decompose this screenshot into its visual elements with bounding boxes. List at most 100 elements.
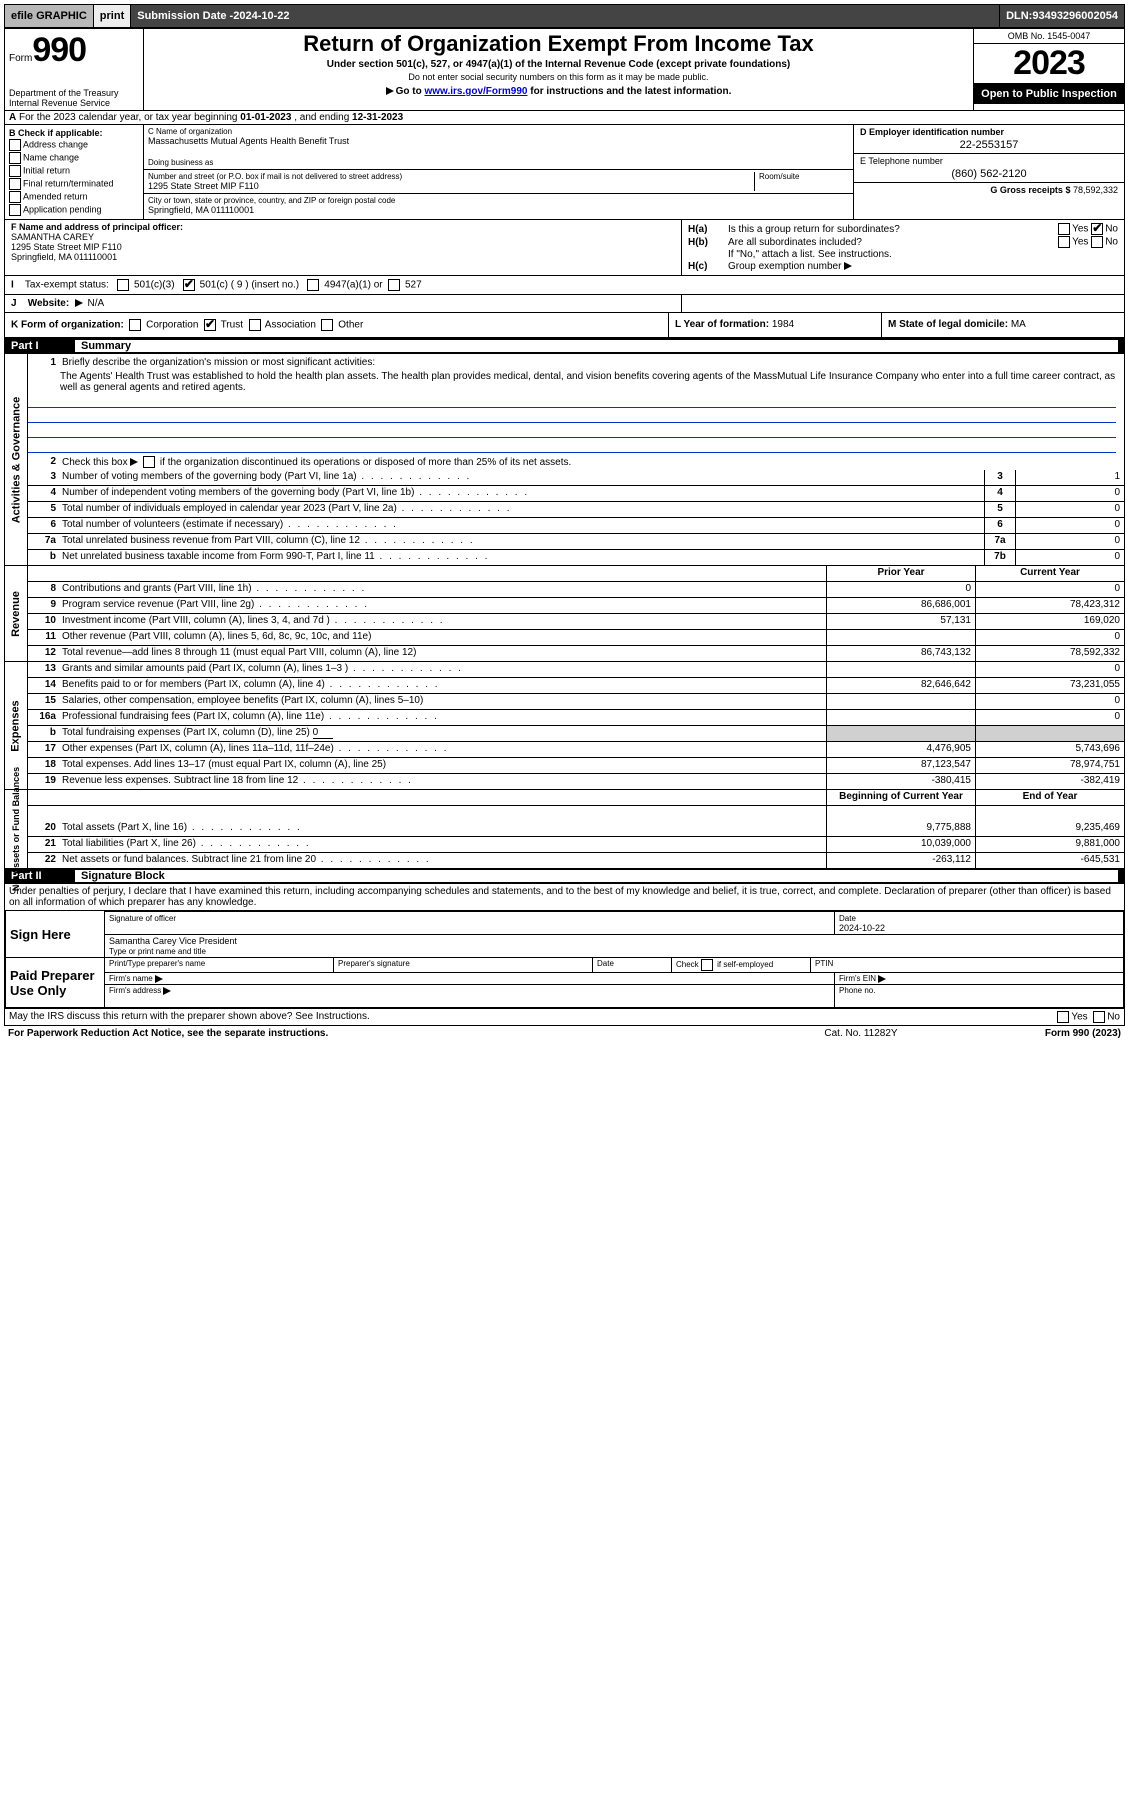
cb-501c3[interactable] xyxy=(117,279,129,291)
hc-label: H(c) xyxy=(688,261,728,272)
discuss-yn[interactable]: Yes No xyxy=(920,1011,1120,1023)
form-subtitle-2: Do not enter social security numbers on … xyxy=(150,72,967,82)
efile-label: efile GRAPHIC xyxy=(5,5,94,27)
cb-assoc[interactable] xyxy=(249,319,261,331)
mission-underline xyxy=(28,395,1116,408)
cb-4947[interactable] xyxy=(307,279,319,291)
hb-text: Are all subordinates included? xyxy=(728,237,1058,248)
arrow-icon xyxy=(163,987,171,995)
ha-no[interactable]: No xyxy=(1091,223,1118,235)
cb-501c[interactable] xyxy=(183,279,195,291)
header-middle: Return of Organization Exempt From Incom… xyxy=(144,29,973,110)
form-org-label: K Form of organization: xyxy=(11,320,124,331)
print-button[interactable]: print xyxy=(94,5,131,27)
cb-name-change[interactable]: Name change xyxy=(9,152,139,164)
line-9: Program service revenue (Part VIII, line… xyxy=(60,598,826,613)
hc-text: Group exemption number xyxy=(728,261,1118,272)
hb-note: If "No," attach a list. See instructions… xyxy=(688,249,1118,260)
submission-date: Submission Date - 2024-10-22 xyxy=(131,5,1000,27)
col-f-officer: F Name and address of principal officer:… xyxy=(5,220,681,275)
line-5: Total number of individuals employed in … xyxy=(60,502,984,517)
section-net-assets: Net Assets or Fund Balances Beginning of… xyxy=(5,790,1124,868)
cb-final-return[interactable]: Final return/terminated xyxy=(9,178,139,190)
hb-no[interactable]: No xyxy=(1091,236,1118,248)
prep-sig-label: Preparer's signature xyxy=(334,958,593,972)
mission-text: The Agents' Health Trust was established… xyxy=(28,371,1116,393)
line-4: Number of independent voting members of … xyxy=(60,486,984,501)
irs-link[interactable]: www.irs.gov/Form990 xyxy=(424,86,527,97)
phone-label: Phone no. xyxy=(835,985,1123,1007)
val-6: 0 xyxy=(1015,518,1124,533)
cb-other[interactable] xyxy=(321,319,333,331)
hb-label: H(b) xyxy=(688,237,728,248)
cb-trust[interactable] xyxy=(204,319,216,331)
line-15: Salaries, other compensation, employee b… xyxy=(60,694,826,709)
form-header: Form990 Department of the Treasury Inter… xyxy=(5,29,1124,111)
line-14: Benefits paid to or for members (Part IX… xyxy=(60,678,826,693)
city-state-zip: Springfield, MA 011110001 xyxy=(148,205,849,215)
line-22: Net assets or fund balances. Subtract li… xyxy=(60,853,826,868)
line-3: Number of voting members of the governin… xyxy=(60,470,984,485)
val-4: 0 xyxy=(1015,486,1124,501)
block-fh: F Name and address of principal officer:… xyxy=(5,220,1124,276)
line-21: Total liabilities (Part X, line 26) xyxy=(60,837,826,852)
form-word: Form xyxy=(9,53,32,64)
section-revenue: Revenue Prior YearCurrent Year 8Contribu… xyxy=(5,566,1124,662)
row-j-website: J Website: N/A xyxy=(5,295,1124,313)
form-990: Form990 Department of the Treasury Inter… xyxy=(4,28,1125,1026)
row-a-tax-year: A For the 2023 calendar year, or tax yea… xyxy=(5,111,1124,125)
ptin-label: PTIN xyxy=(811,958,1123,972)
line-6: Total number of volunteers (estimate if … xyxy=(60,518,984,533)
line-7b: Net unrelated business taxable income fr… xyxy=(60,550,984,565)
firm-name-label: Firm's name xyxy=(105,973,835,984)
hb-yes[interactable]: Yes xyxy=(1058,236,1088,248)
omb-number: OMB No. 1545-0047 xyxy=(974,29,1124,44)
ha-text: Is this a group return for subordinates? xyxy=(728,224,1058,235)
line-20: Total assets (Part X, line 16) xyxy=(60,821,826,836)
arrow-icon xyxy=(878,975,886,983)
state-domicile: MA xyxy=(1011,319,1026,330)
part-i-num: Part I xyxy=(11,340,71,352)
cb-address-change[interactable]: Address change xyxy=(9,139,139,151)
signature-table: Sign Here Signature of officer Date2024-… xyxy=(5,910,1124,1008)
arrow-icon xyxy=(386,87,394,95)
ein-value: 22-2553157 xyxy=(860,139,1118,151)
vert-net-assets: Net Assets or Fund Balances xyxy=(11,767,21,891)
vert-revenue: Revenue xyxy=(10,591,22,637)
self-employed[interactable]: Check if self-employed xyxy=(672,958,811,972)
sig-officer-label: Signature of officer xyxy=(109,914,176,923)
gross-value: 78,592,332 xyxy=(1073,185,1118,195)
org-name-label: C Name of organization xyxy=(148,127,849,136)
cb-corp[interactable] xyxy=(129,319,141,331)
firm-addr-label: Firm's address xyxy=(105,985,835,1007)
vert-governance: Activities & Governance xyxy=(10,396,22,523)
col-b-checkboxes: B Check if applicable: Address change Na… xyxy=(5,125,144,219)
line-10: Investment income (Part VIII, column (A)… xyxy=(60,614,826,629)
line-7a: Total unrelated business revenue from Pa… xyxy=(60,534,984,549)
line-18: Total expenses. Add lines 13–17 (must eq… xyxy=(60,758,826,773)
section-governance: Activities & Governance 1Briefly describ… xyxy=(5,354,1124,566)
cb-527[interactable] xyxy=(388,279,400,291)
cb-discontinued[interactable] xyxy=(143,456,155,468)
ha-yes[interactable]: Yes xyxy=(1058,223,1088,235)
paid-preparer-label: Paid Preparer Use Only xyxy=(6,958,105,1007)
line-2: Check this box if the organization disco… xyxy=(60,455,1124,470)
cb-app-pending[interactable]: Application pending xyxy=(9,204,139,216)
arrow-icon xyxy=(75,299,83,307)
row-k-form-org: K Form of organization: Corporation Trus… xyxy=(5,313,1124,338)
mission-label: Briefly describe the organization's miss… xyxy=(60,356,1116,371)
ha-label: H(a) xyxy=(688,224,728,235)
header-right: OMB No. 1545-0047 2023 Open to Public In… xyxy=(973,29,1124,110)
line-17: Other expenses (Part IX, column (A), lin… xyxy=(60,742,826,757)
city-label: City or town, state or province, country… xyxy=(148,196,849,205)
col-current: Current Year xyxy=(975,566,1124,581)
cb-amended[interactable]: Amended return xyxy=(9,191,139,203)
state-domicile-label: M State of legal domicile: xyxy=(888,319,1011,330)
firm-ein-label: Firm's EIN xyxy=(835,973,1123,984)
cb-initial-return[interactable]: Initial return xyxy=(9,165,139,177)
part-i-header: Part I Summary xyxy=(5,338,1124,354)
line-12: Total revenue—add lines 8 through 11 (mu… xyxy=(60,646,826,661)
vert-expenses: Expenses xyxy=(10,700,22,751)
part-ii-title: Signature Block xyxy=(75,870,1118,882)
form-subtitle-1: Under section 501(c), 527, or 4947(a)(1)… xyxy=(150,59,967,70)
